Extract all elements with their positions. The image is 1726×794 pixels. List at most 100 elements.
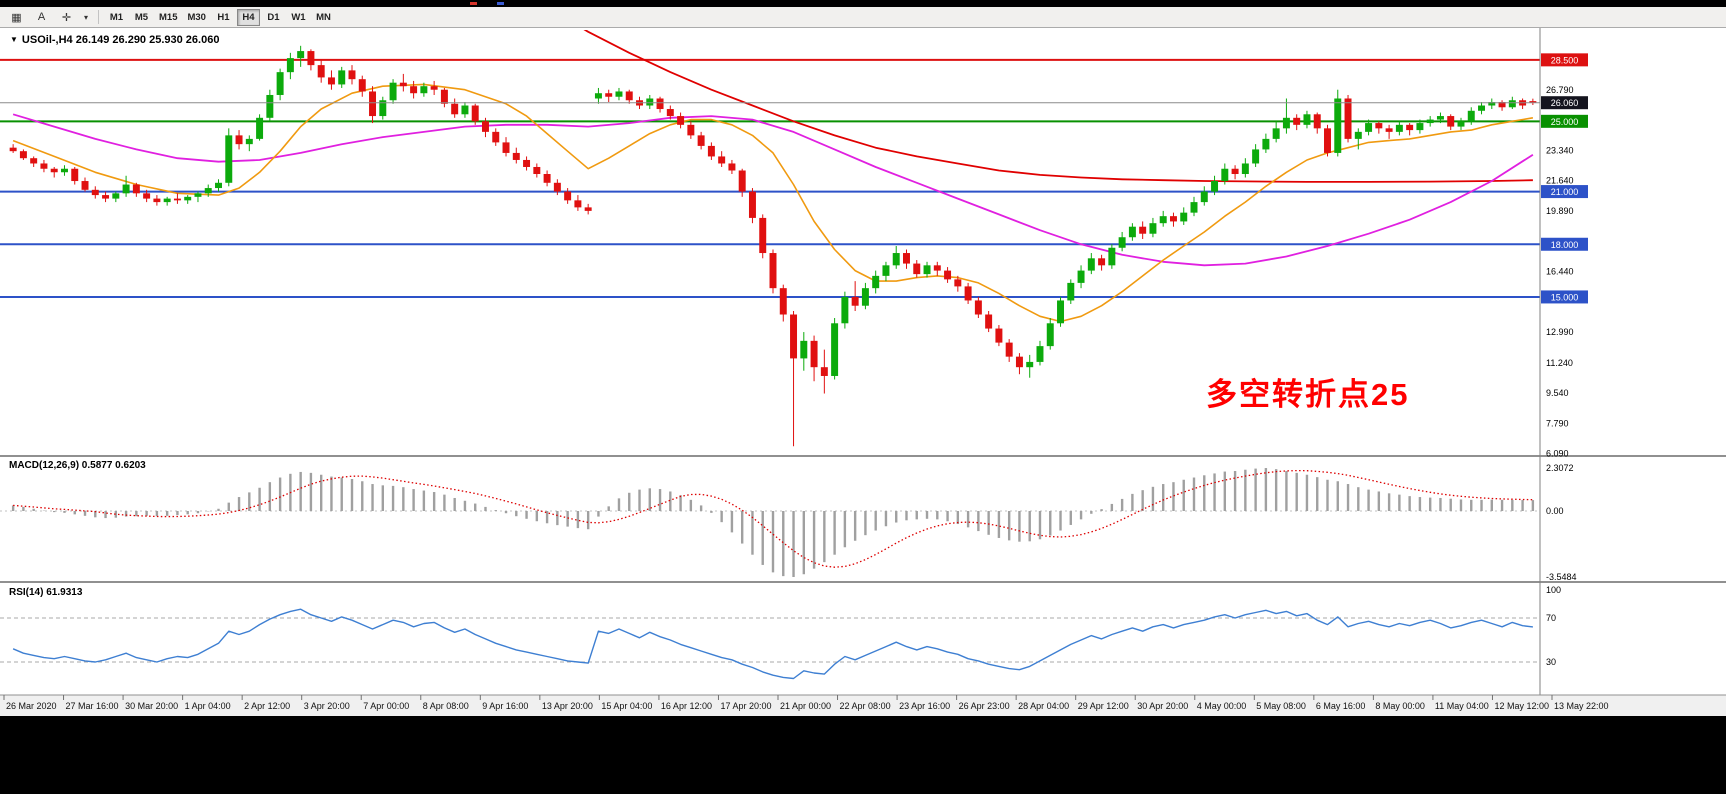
pane-separator-rsi[interactable] bbox=[0, 581, 1726, 583]
time-tick-label: 9 Apr 16:00 bbox=[482, 701, 528, 711]
candle-body bbox=[1015, 356, 1023, 368]
text-annotation-button[interactable]: A bbox=[30, 9, 53, 26]
price-level-box-label: 18.000 bbox=[1551, 240, 1579, 250]
candle-body bbox=[1149, 223, 1157, 234]
candle-body bbox=[1385, 128, 1393, 132]
candle-body bbox=[584, 207, 592, 211]
candle-body bbox=[60, 168, 68, 173]
candle-body bbox=[810, 340, 818, 368]
candle-body bbox=[564, 191, 572, 201]
time-tick-label: 15 Apr 04:00 bbox=[601, 701, 652, 711]
timeframe-button-h4[interactable]: H4 bbox=[236, 8, 260, 26]
candle-body bbox=[1426, 119, 1434, 124]
candle-body bbox=[1436, 116, 1444, 120]
candle-body bbox=[369, 91, 377, 117]
candle-body bbox=[923, 265, 931, 275]
timeframe-button-m30[interactable]: M30 bbox=[187, 11, 206, 23]
time-tick-label: 27 Mar 16:00 bbox=[66, 701, 119, 711]
candle-body bbox=[399, 82, 407, 87]
window-bottom-strip bbox=[0, 716, 1726, 794]
candle-body bbox=[235, 135, 243, 145]
candle-body bbox=[317, 65, 325, 78]
candle-body bbox=[173, 198, 181, 201]
candle-body bbox=[153, 198, 161, 203]
time-tick-label: 13 May 22:00 bbox=[1554, 701, 1609, 711]
candle-body bbox=[728, 163, 736, 171]
pane-separator-macd[interactable] bbox=[0, 455, 1726, 457]
time-tick-label: 26 Mar 2020 bbox=[6, 701, 57, 711]
candle-body bbox=[1293, 117, 1301, 125]
candles-layer bbox=[9, 45, 1537, 447]
candle-body bbox=[1098, 258, 1106, 266]
macd-tick-label: 2.3072 bbox=[1546, 463, 1574, 473]
timeframe-button-m1[interactable]: M1 bbox=[109, 11, 124, 23]
candle-body bbox=[666, 109, 674, 117]
price-axis[interactable]: 26.790 23.340 21.640 19.890 16.440 12.990 11.2… bbox=[1541, 53, 1588, 667]
time-tick-label: 26 Apr 23:00 bbox=[959, 701, 1010, 711]
menu-grid-button[interactable]: ▦ bbox=[5, 9, 28, 26]
candle-body bbox=[143, 193, 151, 199]
price-level-box-26.060 bbox=[1541, 96, 1588, 110]
price-level-box-label: 28.500 bbox=[1551, 55, 1579, 65]
candle-body bbox=[748, 191, 756, 218]
timeframe-button-h1[interactable]: H1 bbox=[217, 11, 230, 23]
time-tick-label: 28 Apr 04:00 bbox=[1018, 701, 1069, 711]
candle-body bbox=[245, 138, 253, 145]
price-level-box-label: 25.000 bbox=[1551, 117, 1579, 127]
window-top-strip bbox=[0, 0, 1726, 7]
candle-body bbox=[132, 184, 140, 194]
candle-body bbox=[574, 200, 582, 208]
candle-body bbox=[389, 82, 397, 101]
candle-body bbox=[1036, 346, 1044, 362]
candle-body bbox=[769, 253, 777, 289]
price-tick-label: 26.790 bbox=[1546, 85, 1574, 95]
time-tick-label: 30 Apr 20:00 bbox=[1137, 701, 1188, 711]
candle-body bbox=[481, 121, 489, 132]
time-tick-label: 16 Apr 12:00 bbox=[661, 701, 712, 711]
candle-body bbox=[1416, 123, 1424, 131]
candle-body bbox=[533, 166, 541, 175]
candle-body bbox=[646, 98, 654, 106]
candle-body bbox=[266, 94, 274, 118]
candle-body bbox=[358, 79, 366, 92]
candle-body bbox=[451, 103, 459, 115]
candle-body bbox=[1026, 361, 1034, 368]
candle-body bbox=[851, 296, 859, 306]
top-strip-red-mark bbox=[470, 2, 477, 5]
timeframe-button-m15[interactable]: M15 bbox=[159, 11, 178, 23]
candle-body bbox=[348, 70, 356, 80]
rsi-line bbox=[12, 608, 1533, 680]
price-tick-label: 7.790 bbox=[1546, 419, 1569, 429]
candle-body bbox=[1344, 98, 1352, 139]
timeframe-button-m5[interactable]: M5 bbox=[134, 11, 149, 23]
candle-body bbox=[1334, 98, 1342, 153]
candle-body bbox=[1046, 323, 1054, 347]
candle-body bbox=[102, 195, 110, 199]
indicator-dropdown-button[interactable]: ▾ bbox=[80, 9, 92, 26]
candle-body bbox=[1529, 101, 1537, 103]
price-level-box-25.000 bbox=[1541, 114, 1588, 128]
timeframe-button-mn[interactable]: MN bbox=[316, 11, 331, 23]
crosshair-button[interactable]: ✛ bbox=[55, 9, 78, 26]
candle-body bbox=[615, 91, 623, 97]
chart-canvas[interactable]: 26.790 23.340 21.640 19.890 16.440 12.990 11.2… bbox=[0, 28, 1726, 716]
candle-body bbox=[502, 142, 510, 153]
price-level-box-label: 15.000 bbox=[1551, 292, 1579, 302]
timeframe-button-w1[interactable]: W1 bbox=[291, 11, 306, 23]
candle-body bbox=[954, 279, 962, 287]
candle-body bbox=[1139, 226, 1147, 234]
time-axis-strip[interactable] bbox=[0, 695, 1726, 716]
candle-body bbox=[1375, 123, 1383, 129]
candle-body bbox=[1447, 116, 1455, 127]
candle-body bbox=[19, 151, 27, 159]
candle-body bbox=[1005, 342, 1013, 357]
price-level-box-18.000 bbox=[1541, 237, 1588, 251]
timeframe-button-d1[interactable]: D1 bbox=[267, 11, 280, 23]
time-tick-label: 11 May 04:00 bbox=[1435, 701, 1489, 711]
candle-body bbox=[800, 340, 808, 359]
candle-body bbox=[1365, 123, 1373, 132]
top-strip-blue-mark bbox=[497, 2, 504, 5]
candle-body bbox=[687, 124, 695, 136]
candle-body bbox=[30, 158, 38, 164]
candle-body bbox=[1498, 102, 1506, 108]
